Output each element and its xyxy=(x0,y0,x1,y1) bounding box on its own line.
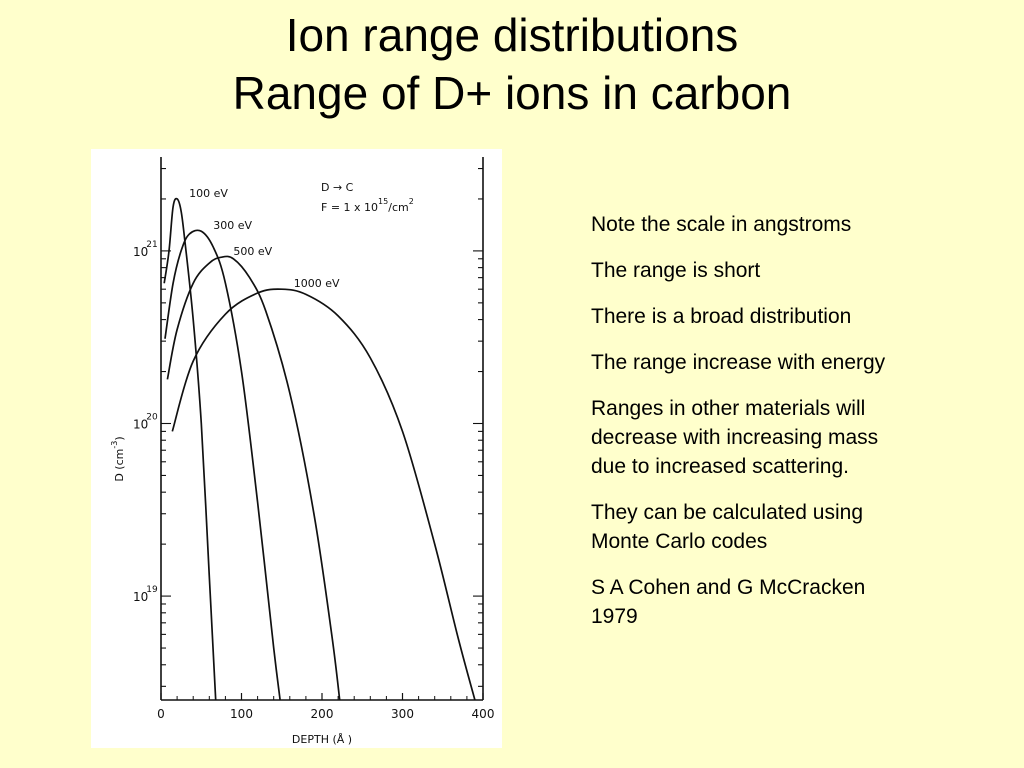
series-line-500-ev xyxy=(166,255,341,701)
curve-labels: 100 eV 300 eV 500 eV 1000 eV xyxy=(189,187,340,290)
annotation-line1: D → C xyxy=(321,181,354,194)
chart-annotation: D → C F = 1 x 1015/cm2 xyxy=(321,181,414,214)
series-label: 100 eV xyxy=(189,187,228,200)
slide-title-line2: Range of D+ ions in carbon xyxy=(232,67,792,119)
x-tick-label: 300 xyxy=(391,707,414,721)
note-item: S A Cohen and G McCracken 1979 xyxy=(591,573,1011,631)
series-line-1000-ev xyxy=(171,288,476,701)
y-tick-label: 1019 xyxy=(133,585,158,604)
x-tick-label: 200 xyxy=(311,707,334,721)
y-axis-title: D (cm-3) xyxy=(110,436,126,481)
note-item: They can be calculated using Monte Carlo … xyxy=(591,498,1011,556)
y-tick-label: 1020 xyxy=(133,412,158,431)
series-label: 300 eV xyxy=(213,219,252,232)
note-line: The range is short xyxy=(591,259,761,282)
note-line: Monte Carlo codes xyxy=(591,530,768,553)
slide-notes: Note the scale in angstroms The range is … xyxy=(591,210,1011,648)
note-item: The range increase with energy xyxy=(591,348,1011,377)
x-tick-label: 400 xyxy=(472,707,495,721)
series-line-100-ev xyxy=(163,197,217,701)
x-axis-title: DEPTH (Å ) xyxy=(292,733,352,746)
annotation-line2: F = 1 x 1015/cm2 xyxy=(321,197,414,214)
note-line: The range increase with energy xyxy=(591,351,886,374)
x-tick-label: 100 xyxy=(230,707,253,721)
note-line: decrease with increasing mass xyxy=(591,426,879,449)
tick-labels: 0 100 200 300 400 1019 1020 1021 xyxy=(133,240,494,721)
note-line: Note the scale in angstroms xyxy=(591,213,852,236)
slide-title: Ion range distributions Range of D+ ions… xyxy=(0,6,1024,122)
series-label: 1000 eV xyxy=(294,277,340,290)
note-line: Ranges in other materials will xyxy=(591,397,866,420)
note-line: They can be calculated using xyxy=(591,501,864,524)
series-label: 500 eV xyxy=(233,245,272,258)
axis-ticks xyxy=(160,168,484,700)
note-item: Note the scale in angstroms xyxy=(591,210,1011,239)
note-line: There is a broad distribution xyxy=(591,305,852,328)
note-line: 1979 xyxy=(591,605,638,628)
note-line: S A Cohen and G McCracken xyxy=(591,576,866,599)
range-distribution-figure: 100 eV 300 eV 500 eV 1000 eV 0 100 200 300 400 1… xyxy=(91,149,502,748)
note-item: The range is short xyxy=(591,256,1011,285)
range-chart: 100 eV 300 eV 500 eV 1000 eV 0 100 200 300 400 1… xyxy=(110,157,494,746)
series-line-300-ev xyxy=(164,229,281,701)
y-tick-label: 1021 xyxy=(133,240,158,259)
curves xyxy=(163,197,476,701)
note-item: There is a broad distribution xyxy=(591,302,1011,331)
note-line: due to increased scattering. xyxy=(591,455,849,478)
slide-title-line1: Ion range distributions xyxy=(285,9,739,61)
x-tick-label: 0 xyxy=(157,707,165,721)
note-item: Ranges in other materials will decrease w… xyxy=(591,394,1011,481)
